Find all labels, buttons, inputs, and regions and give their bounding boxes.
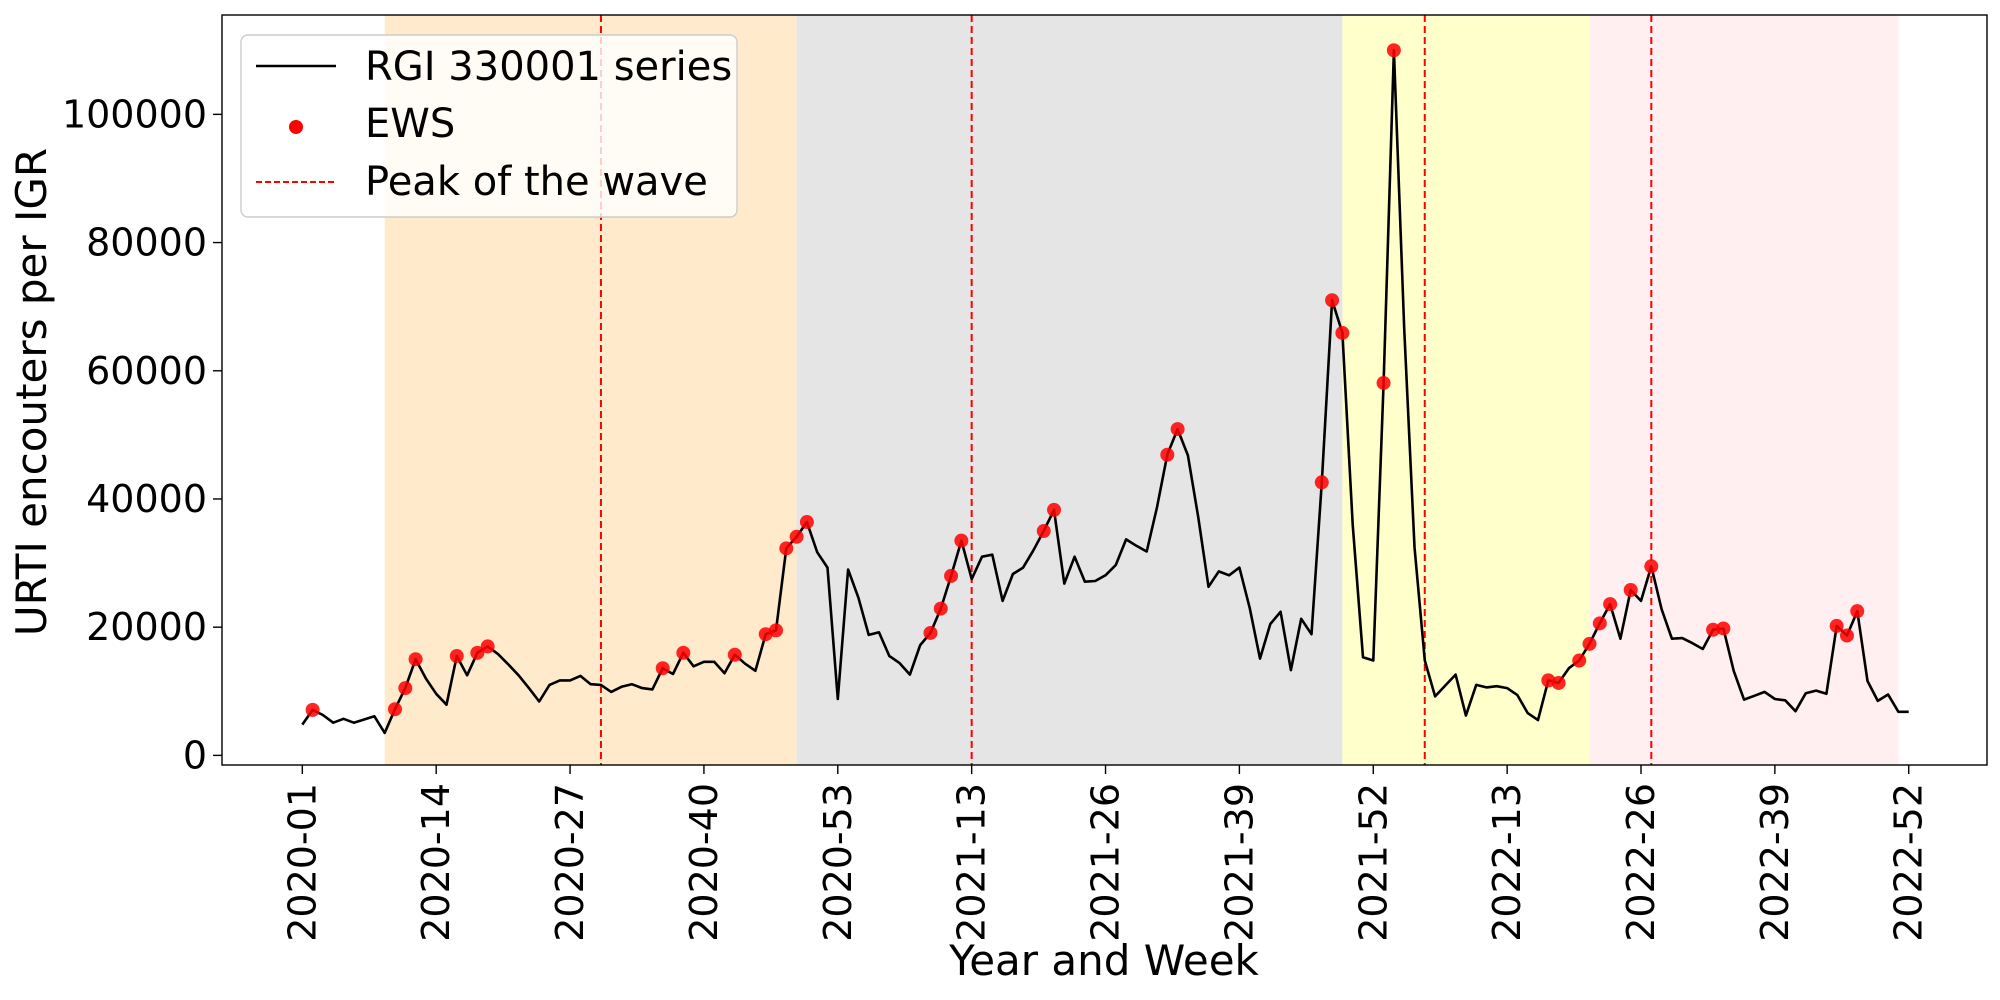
legend-series-label: RGI 330001 series	[365, 44, 732, 90]
ews-point	[470, 645, 485, 660]
ews-point	[1170, 422, 1185, 437]
y-axis-ticks: 0 20000 40000 60000 80000 100000	[62, 92, 222, 777]
x-tick-label: 2020-40	[682, 783, 726, 942]
x-tick-label: 2020-01	[280, 783, 324, 942]
ews-point	[1551, 675, 1566, 690]
wave-span-4	[1589, 15, 1899, 765]
x-tick-label: 2020-53	[816, 783, 860, 942]
x-tick-label: 2020-14	[414, 783, 458, 942]
wave-span-2	[796, 15, 1343, 765]
x-tick-label: 2021-52	[1351, 783, 1395, 942]
x-axis-label: Year and Week	[948, 936, 1259, 985]
x-tick-label: 2021-26	[1084, 783, 1128, 942]
legend: RGI 330001 series EWS Peak of the wave	[240, 34, 738, 218]
x-tick-label: 2022-26	[1619, 783, 1663, 942]
ews-point	[398, 681, 413, 696]
ews-point	[1706, 622, 1721, 637]
x-tick-label: 2021-13	[950, 783, 994, 942]
ews-point	[727, 647, 742, 662]
ews-point	[799, 515, 814, 530]
ews-point	[655, 661, 670, 676]
ews-point	[769, 623, 784, 638]
ews-point	[408, 652, 423, 667]
ews-point	[1335, 325, 1350, 340]
ews-point	[676, 645, 691, 660]
ews-point	[1644, 559, 1659, 574]
y-tick-label: 60000	[86, 349, 207, 393]
x-tick-label: 2022-13	[1485, 783, 1529, 942]
y-tick-label: 20000	[86, 605, 207, 649]
ews-point	[1592, 616, 1607, 631]
ews-point	[789, 529, 804, 544]
x-axis-ticks: 2020-01 2020-14 2020-27 2020-40 2020-53 2021-…	[280, 765, 1931, 942]
legend-ews-label: EWS	[365, 101, 455, 147]
ews-point	[1582, 636, 1597, 651]
ews-point	[1603, 597, 1618, 612]
y-tick-label: 80000	[86, 221, 207, 265]
ews-point	[480, 639, 495, 654]
y-axis-label: URTI encouters per IGR	[7, 148, 56, 636]
ews-point	[779, 541, 794, 556]
y-tick-label: 100000	[62, 92, 207, 136]
ews-point	[1160, 447, 1175, 462]
legend-ews-swatch	[289, 120, 303, 134]
x-tick-label: 2022-39	[1753, 783, 1797, 942]
ews-point	[1314, 475, 1329, 490]
ews-point	[1839, 628, 1854, 643]
ews-point	[1386, 43, 1401, 58]
ews-point	[944, 568, 959, 583]
ews-point	[954, 533, 969, 548]
wave-span-3	[1342, 15, 1590, 765]
ews-point	[1047, 502, 1062, 517]
y-tick-label: 40000	[86, 477, 207, 521]
ews-point	[305, 702, 320, 717]
y-tick-label: 0	[183, 733, 207, 777]
ews-point	[1036, 524, 1051, 539]
ews-point	[933, 601, 948, 616]
ews-point	[1716, 621, 1731, 636]
plot-frame	[221, 14, 1988, 766]
ews-point	[923, 625, 938, 640]
x-tick-label: 2022-52	[1887, 783, 1931, 942]
ews-point	[387, 702, 402, 717]
x-tick-label: 2020-27	[548, 783, 592, 942]
ews-point	[449, 649, 464, 664]
ews-point	[1850, 604, 1865, 619]
ews-points	[305, 43, 1865, 717]
series-line	[301, 49, 1909, 735]
ews-point	[1829, 618, 1844, 633]
ews-point	[1572, 653, 1587, 668]
ews-point	[1325, 293, 1340, 308]
ews-point	[1376, 375, 1391, 390]
legend-peak-label: Peak of the wave	[365, 159, 708, 205]
x-tick-label: 2021-39	[1217, 783, 1261, 942]
ews-point	[1623, 583, 1638, 597]
legend-box	[240, 34, 738, 218]
